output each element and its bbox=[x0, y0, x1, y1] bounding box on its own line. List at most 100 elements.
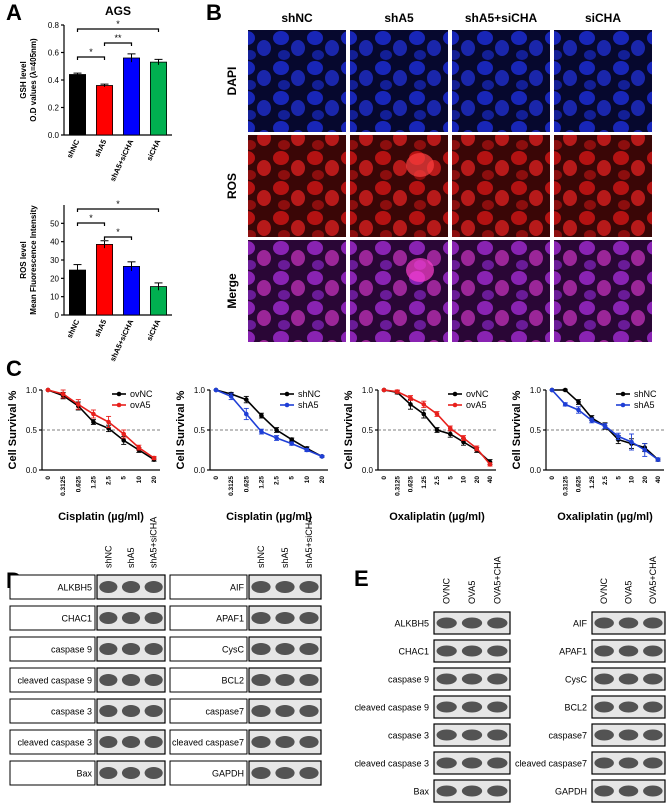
protein-label: cleaved caspase 3 bbox=[354, 759, 429, 769]
y-tick-label: 0.0 bbox=[530, 466, 542, 475]
blot-band bbox=[144, 705, 163, 717]
label-box bbox=[169, 605, 248, 631]
point bbox=[421, 402, 427, 407]
blot-band bbox=[487, 645, 508, 657]
x-tick-label: 0 bbox=[213, 476, 220, 480]
micrograph bbox=[554, 240, 652, 342]
protein-label: cleaved caspase7 bbox=[172, 738, 244, 748]
blot-band bbox=[594, 617, 614, 629]
protein-label: CHAC1 bbox=[61, 614, 92, 624]
point bbox=[243, 397, 249, 402]
blot-band bbox=[99, 674, 118, 686]
blot-band bbox=[251, 767, 271, 779]
point bbox=[655, 457, 661, 462]
column-header: shNC bbox=[281, 11, 313, 25]
micrograph bbox=[248, 135, 346, 237]
lane-label: OVA5 bbox=[467, 581, 477, 604]
protein-label: BCL2 bbox=[221, 676, 244, 686]
series-line bbox=[47, 389, 155, 461]
micrograph bbox=[452, 30, 550, 132]
lane-label: OVA5+CHA bbox=[492, 556, 502, 604]
protein-label: caspase 9 bbox=[388, 675, 429, 685]
blot-band bbox=[436, 673, 457, 685]
bar bbox=[69, 269, 87, 316]
blot-band bbox=[251, 736, 271, 748]
blot-band bbox=[436, 729, 457, 741]
y-tick-label: 0.0 bbox=[26, 466, 38, 475]
x-tick-label: 0.3125 bbox=[228, 476, 235, 496]
x-tick-label: 10 bbox=[136, 476, 143, 484]
label-box bbox=[9, 760, 96, 786]
blot-band bbox=[121, 736, 141, 748]
blot-band bbox=[618, 757, 639, 769]
blot-band bbox=[299, 736, 319, 748]
blot-band bbox=[99, 643, 118, 655]
row-header: Merge bbox=[225, 273, 239, 309]
micrograph bbox=[248, 30, 346, 132]
protein-label: cleaved caspase 9 bbox=[354, 703, 429, 713]
x-tick-label: 2.5 bbox=[602, 476, 609, 485]
x-tick-label: 1.25 bbox=[90, 476, 97, 489]
blot-band bbox=[618, 785, 639, 797]
blot-band bbox=[643, 617, 663, 629]
label-box bbox=[9, 729, 96, 755]
error-bar bbox=[73, 264, 82, 276]
point bbox=[562, 402, 568, 407]
y-tick-label: 10 bbox=[50, 293, 59, 302]
micrograph-highlight bbox=[406, 258, 434, 282]
micrograph bbox=[554, 30, 652, 132]
x-tick-label: 0.3125 bbox=[394, 476, 401, 496]
blot-band bbox=[487, 729, 508, 741]
point bbox=[121, 431, 127, 437]
lane-label: shA5 bbox=[126, 547, 136, 568]
protein-label: caspase 9 bbox=[51, 645, 92, 655]
blot-band bbox=[144, 674, 163, 686]
x-tick-label: 10 bbox=[461, 476, 468, 484]
x-tick-label: 0.625 bbox=[243, 476, 250, 493]
error-bar bbox=[154, 58, 163, 65]
x-tick-label: shA5+siCHA bbox=[108, 318, 136, 363]
legend-marker bbox=[116, 391, 122, 397]
blot-band bbox=[436, 785, 457, 797]
blot-band bbox=[275, 581, 295, 593]
blot-band bbox=[299, 643, 319, 655]
series-line bbox=[215, 389, 323, 458]
blot-band bbox=[436, 645, 457, 657]
blot-band bbox=[144, 581, 163, 593]
y-tick-label: 0 bbox=[55, 311, 60, 320]
column-header: shA5 bbox=[384, 11, 414, 25]
y-tick-label: 0.5 bbox=[362, 426, 374, 435]
micrograph bbox=[452, 135, 550, 237]
point bbox=[45, 387, 51, 393]
point bbox=[447, 426, 453, 431]
blot-band bbox=[299, 612, 319, 624]
x-tick-label: 0 bbox=[381, 476, 388, 480]
protein-label: CysC bbox=[565, 675, 587, 685]
blot-band bbox=[99, 767, 118, 779]
point bbox=[228, 394, 234, 399]
blot-band bbox=[594, 785, 614, 797]
series-line bbox=[47, 389, 155, 459]
blot-band bbox=[618, 617, 639, 629]
y-axis-label: Cell Survival % bbox=[175, 390, 187, 469]
point bbox=[60, 391, 66, 397]
label-box bbox=[9, 636, 96, 662]
protein-label: cleaved caspase7 bbox=[515, 759, 587, 769]
protein-label: cleaved caspase 3 bbox=[17, 738, 92, 748]
blot-band bbox=[643, 757, 663, 769]
significance-bracket bbox=[103, 42, 133, 46]
point bbox=[487, 462, 493, 467]
y-tick-label: 0.0 bbox=[48, 131, 60, 140]
blot-band bbox=[594, 673, 614, 685]
blot-band bbox=[643, 785, 663, 797]
significance-bracket bbox=[76, 28, 160, 32]
y-tick-label: 0.6 bbox=[48, 49, 60, 58]
micrograph bbox=[350, 30, 448, 132]
blot-band bbox=[99, 705, 118, 717]
legend-marker bbox=[284, 402, 290, 408]
bar bbox=[123, 266, 141, 316]
point bbox=[421, 411, 427, 417]
x-axis-label: Cisplatin (µg/ml) bbox=[58, 511, 144, 523]
point bbox=[259, 413, 264, 418]
lane-label: shNC bbox=[256, 545, 266, 568]
